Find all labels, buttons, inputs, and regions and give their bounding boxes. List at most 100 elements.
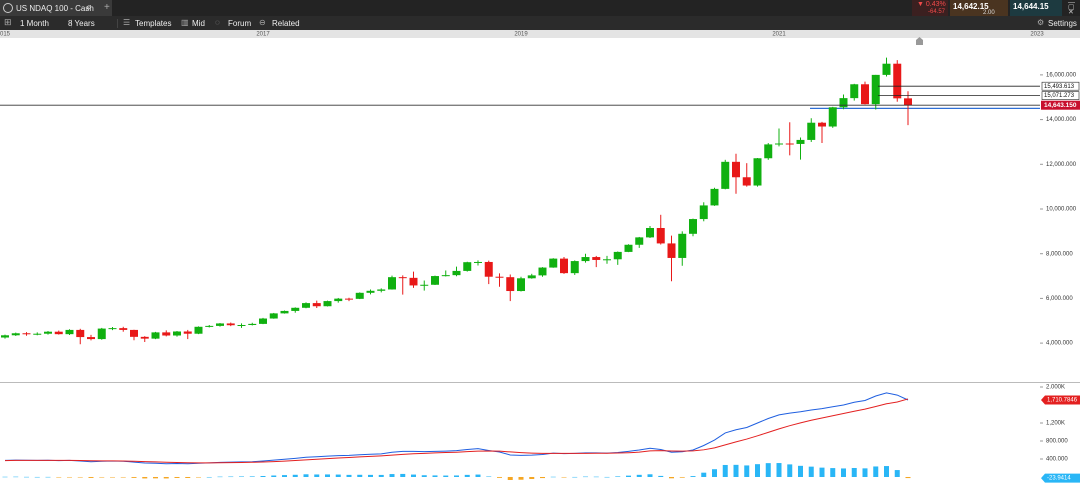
histogram-bar: [583, 476, 588, 478]
candle-body: [183, 331, 192, 334]
histogram-bar: [228, 476, 234, 478]
histogram-bar: [894, 470, 900, 477]
title-bar: US NDAQ 100 - Cash ⌕ + ▼ 0.43% -64.57 14…: [0, 0, 1080, 16]
y-tick-label: 16,000.000: [1046, 72, 1077, 78]
candle-body: [678, 233, 687, 258]
search-icon[interactable]: ⌕: [86, 2, 92, 13]
histogram-bar: [217, 476, 223, 478]
y-tick-label: 6,000.000: [1046, 296, 1073, 302]
candle-body: [764, 144, 773, 159]
histogram-bar: [626, 475, 631, 477]
histogram-bar: [798, 465, 803, 477]
candle-body: [527, 275, 536, 279]
settings-icon: ⚙: [1037, 18, 1045, 27]
y-tick-label: 400.000: [1046, 457, 1068, 463]
candle-body: [377, 289, 386, 291]
histogram-bar: [325, 474, 330, 477]
x-tick-label: 2021: [772, 32, 786, 38]
candle-body: [742, 177, 751, 186]
scroll-marker: [916, 37, 923, 45]
level-label: 15,493.613: [1044, 84, 1075, 90]
candle-body: [463, 262, 472, 271]
histogram-bar: [636, 474, 642, 477]
change-points: -64.57: [928, 9, 946, 15]
histogram-bar: [378, 474, 384, 477]
histogram-bar: [733, 464, 739, 477]
candle-body: [140, 336, 149, 339]
candle-body: [334, 298, 343, 302]
forum-icon: ◌: [215, 18, 220, 27]
histogram-bar: [690, 476, 696, 477]
settings[interactable]: Settings: [1048, 19, 1077, 28]
range[interactable]: 8 Years: [68, 19, 118, 28]
candle-body: [355, 292, 364, 299]
mid-icon: ▥: [181, 18, 189, 27]
histogram-bar: [185, 476, 191, 478]
candle-body: [33, 333, 42, 335]
candle-body: [291, 307, 300, 311]
candle-body: [807, 122, 816, 140]
interval[interactable]: 1 Month: [20, 19, 72, 28]
histogram-bar: [335, 474, 341, 477]
candle-body: [151, 332, 160, 339]
candle-body: [753, 158, 762, 186]
candle-body: [97, 328, 106, 340]
candle-body: [560, 258, 568, 274]
candle-body: [484, 261, 493, 277]
histogram-bar: [755, 464, 760, 477]
candle-body: [65, 329, 74, 335]
last-value-label: 1,710.7846: [1047, 398, 1078, 404]
histogram-bar: [24, 476, 29, 478]
sell-price[interactable]: 14,642.15: [953, 2, 989, 11]
histogram-bar: [787, 464, 793, 477]
candle-body: [452, 270, 461, 276]
candle-body: [699, 205, 708, 220]
histogram-bar: [421, 475, 427, 477]
window-controls[interactable]: — ▢ ✕: [1068, 0, 1075, 16]
histogram-bar: [346, 474, 352, 477]
histogram-bar: [679, 476, 685, 478]
candle-body: [441, 275, 450, 277]
buy-box[interactable]: [1010, 0, 1062, 16]
toolbar-button[interactable]: Related: [272, 19, 300, 28]
histogram-bar: [765, 463, 771, 477]
histogram-bar: [174, 476, 180, 478]
histogram-bar: [400, 473, 406, 477]
toolbar-button[interactable]: Forum: [228, 19, 252, 28]
candle-body: [635, 237, 644, 245]
candle-body: [861, 84, 869, 105]
layout-icon[interactable]: ⊞: [4, 17, 12, 27]
toolbar-button[interactable]: Mid: [192, 19, 205, 28]
buy-price[interactable]: 14,644.15: [1013, 2, 1049, 11]
candle-body: [248, 323, 257, 326]
candle-body: [775, 143, 783, 145]
histogram-bar: [389, 474, 395, 477]
histogram-bar: [88, 476, 94, 478]
histogram-bar: [647, 474, 653, 477]
histogram-bar: [862, 468, 868, 477]
candle-body: [87, 337, 95, 340]
histogram-bar: [432, 475, 438, 477]
histogram-bar: [529, 476, 535, 480]
y-tick-label: 2.000K: [1046, 385, 1065, 391]
add-tab[interactable]: +: [104, 2, 110, 13]
x-tick-label: 2019: [514, 32, 528, 38]
candle-body: [302, 303, 310, 308]
candle-body: [119, 328, 128, 330]
candle-body: [366, 290, 375, 293]
histogram-bar: [142, 476, 148, 479]
toolbar: ⊞ 1 Month 8 Years ☰ Templates ▥ Mid ◌ Fo…: [0, 16, 1080, 30]
histogram-bar: [13, 476, 19, 478]
x-tick-label: 2017: [256, 32, 270, 38]
histogram-bar: [163, 476, 169, 479]
change-percent: ▼ 0.43%: [917, 1, 946, 8]
candle-body: [506, 277, 515, 292]
sell-box[interactable]: [950, 0, 1008, 16]
toolbar-button[interactable]: Templates: [135, 19, 172, 28]
histogram-bar: [2, 476, 8, 478]
histogram-bar: [776, 463, 782, 477]
tab[interactable]: [0, 0, 112, 16]
candle-body: [646, 227, 654, 238]
candle-body: [54, 331, 63, 335]
